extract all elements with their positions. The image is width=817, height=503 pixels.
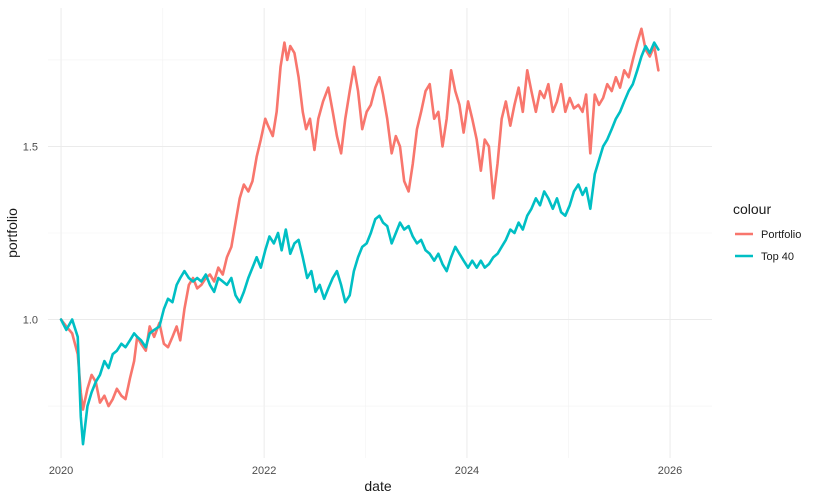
legend: colour Portfolio Top 40 bbox=[733, 201, 801, 263]
x-tick-label: 2022 bbox=[252, 465, 276, 477]
x-tick-label: 2020 bbox=[49, 465, 73, 477]
y-axis-title: portfolio bbox=[4, 208, 20, 258]
x-tick-label: 2024 bbox=[455, 465, 479, 477]
legend-label-portfolio: Portfolio bbox=[761, 229, 801, 241]
series-line-top-40 bbox=[59, 41, 660, 446]
x-tick-label: 2026 bbox=[658, 465, 682, 477]
series-lines bbox=[59, 27, 660, 446]
series-line-portfolio bbox=[59, 27, 660, 411]
legend-title: colour bbox=[733, 201, 771, 217]
gridlines bbox=[48, 8, 712, 458]
legend-label-top-40: Top 40 bbox=[761, 251, 794, 263]
x-axis-ticks: 2020 2022 2024 2026 bbox=[49, 465, 682, 477]
y-tick-label: 1.0 bbox=[23, 315, 38, 327]
legend-items: Portfolio Top 40 bbox=[735, 229, 801, 263]
y-axis-ticks: 1.0 1.5 bbox=[23, 141, 38, 326]
y-tick-label: 1.5 bbox=[23, 141, 38, 153]
x-axis-title: date bbox=[364, 478, 391, 494]
